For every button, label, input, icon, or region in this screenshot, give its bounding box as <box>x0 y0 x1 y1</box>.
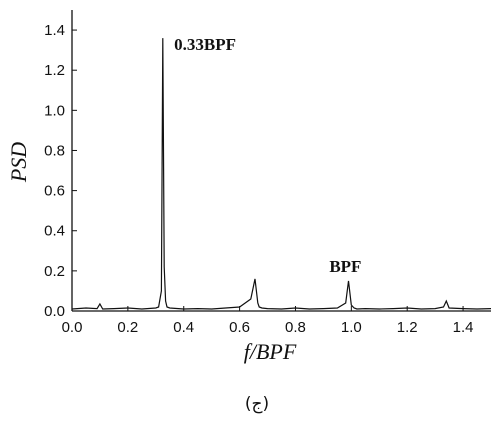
x-tick-label: 1.2 <box>397 319 418 336</box>
x-tick-label: 1.0 <box>341 319 362 336</box>
y-tick-label: 1.4 <box>44 22 65 39</box>
y-tick-label: 0.6 <box>44 183 65 200</box>
x-tick-label: 0.6 <box>229 319 250 336</box>
y-tick-label: 0.4 <box>44 223 65 240</box>
x-axis-title: f/BPF <box>244 339 297 364</box>
y-ticks: 0.0 0.2 0.4 0.6 0.8 1.0 1.2 1.4 <box>44 22 77 320</box>
peak-annotation: BPF <box>329 257 361 276</box>
x-tick-label: 1.4 <box>453 319 474 336</box>
y-tick-label: 0.2 <box>44 263 65 280</box>
peak-annotations: 0.33BPF BPF <box>174 35 361 276</box>
y-tick-label: 1.0 <box>44 102 65 119</box>
x-tick-label: 0.4 <box>173 319 194 336</box>
figure-caption: (ج) <box>245 394 269 414</box>
y-tick-label: 0.0 <box>44 303 65 320</box>
y-axis-title: PSD <box>6 142 31 183</box>
x-tick-label: 0.8 <box>285 319 306 336</box>
y-tick-label: 1.2 <box>44 62 65 79</box>
x-tick-label: 0.0 <box>62 319 83 336</box>
y-tick-label: 0.8 <box>44 142 65 159</box>
peak-annotation: 0.33BPF <box>174 35 236 54</box>
x-ticks: 0.0 0.2 0.4 0.6 0.8 1.0 1.2 1.4 <box>62 306 474 336</box>
x-tick-label: 0.2 <box>117 319 138 336</box>
plot-axes <box>71 10 491 312</box>
psd-series-line <box>71 38 492 310</box>
